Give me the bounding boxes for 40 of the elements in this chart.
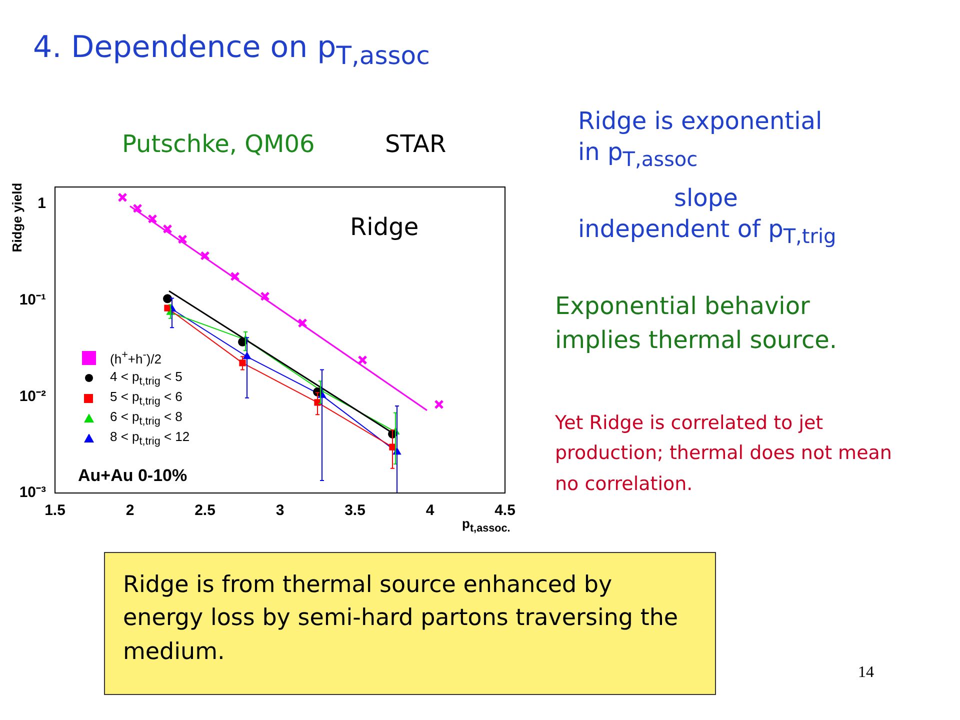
point [200,250,210,261]
text: Putschke, QM06 [122,130,315,158]
y-tick-label: 1 [38,195,46,212]
text: Ridge is from thermal source enhanced by energy loss by semi-hard partons traversing the medium. [104,552,716,695]
x-tick-label: 1.5 [44,502,66,520]
text: 14 [858,664,874,682]
point [358,355,368,365]
text: Ridge is exponential in p$_{T,assoc}$ [578,106,824,172]
x-tick-label: 2 [126,502,134,520]
text: slope independent of p$_{T,trig}$ [578,183,838,249]
x-tick-label: 2.5 [194,502,216,520]
annotation: Au+Au 0-10% [78,466,188,486]
text: STAR [385,130,446,158]
point [162,224,172,234]
point [239,360,246,366]
y-axis-title: Ridge yield [10,182,24,254]
point [230,272,240,282]
legend-label: 8 < p$_{t,trig}$ < 12 [110,428,190,448]
point [178,234,188,244]
point [260,292,270,302]
x-tick-label: 3.5 [344,502,366,520]
x-tick-label: 3 [276,502,284,520]
text: Yet Ridge is correlated to jet production; thermal does not mean no correlation. [555,411,893,497]
legend-label: 4 < p$_{t,trig}$ < 5 [110,368,182,388]
legend-label: (h$^{+}$+h$^{-}$)/2 [110,349,162,367]
y-tick-label: 10⁻² [19,388,46,405]
point [298,318,308,328]
legend-label: 6 < p$_{t,trig}$ < 8 [110,408,182,428]
point [118,192,128,202]
x-tick-label: 4 [426,502,435,520]
y-tick-label: 10⁻¹ [19,291,46,308]
annotation: Ridge [350,213,419,241]
chart-title: 4. Dependence on p$_{T,assoc}$ [33,30,430,70]
point [434,400,444,410]
point [148,214,158,224]
legend-label: 5 < p$_{t,trig}$ < 6 [110,388,182,408]
text: Exponential behavior implies thermal source. [555,291,838,356]
point [163,294,172,304]
point [164,304,171,312]
y-tick-label: 10⁻³ [19,484,46,502]
